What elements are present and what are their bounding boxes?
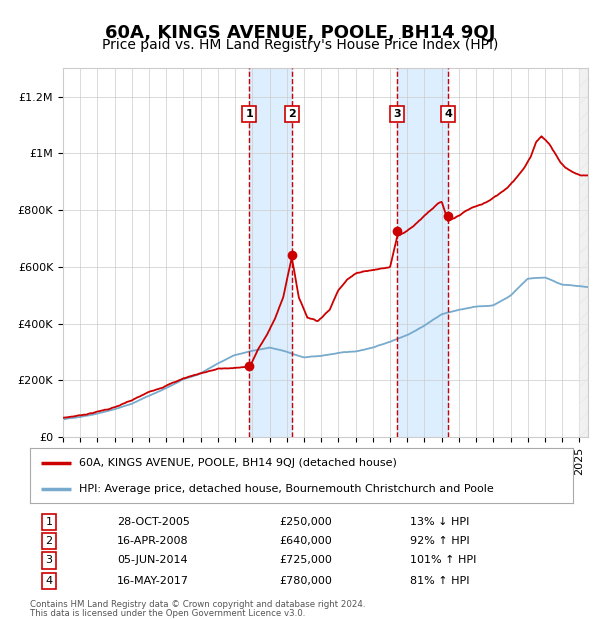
Text: 28-OCT-2005: 28-OCT-2005 <box>117 517 190 527</box>
Text: 3: 3 <box>46 556 53 565</box>
Text: 13% ↓ HPI: 13% ↓ HPI <box>410 517 469 527</box>
Text: £640,000: £640,000 <box>280 536 332 546</box>
Text: 4: 4 <box>46 577 53 587</box>
Text: £780,000: £780,000 <box>280 577 332 587</box>
Bar <box>580 68 588 437</box>
Text: 4: 4 <box>444 109 452 119</box>
Text: 16-APR-2008: 16-APR-2008 <box>117 536 188 546</box>
Text: 1: 1 <box>245 109 253 119</box>
Text: 2: 2 <box>288 109 296 119</box>
Text: 05-JUN-2014: 05-JUN-2014 <box>117 556 188 565</box>
Text: This data is licensed under the Open Government Licence v3.0.: This data is licensed under the Open Gov… <box>30 609 305 618</box>
Text: 60A, KINGS AVENUE, POOLE, BH14 9QJ: 60A, KINGS AVENUE, POOLE, BH14 9QJ <box>105 24 495 42</box>
Text: 16-MAY-2017: 16-MAY-2017 <box>117 577 189 587</box>
Text: HPI: Average price, detached house, Bournemouth Christchurch and Poole: HPI: Average price, detached house, Bour… <box>79 484 494 495</box>
Text: 101% ↑ HPI: 101% ↑ HPI <box>410 556 476 565</box>
Text: 3: 3 <box>394 109 401 119</box>
Text: 1: 1 <box>46 517 53 527</box>
Text: 2: 2 <box>46 536 53 546</box>
Bar <box>250 68 292 437</box>
Bar <box>397 68 448 437</box>
Text: Price paid vs. HM Land Registry's House Price Index (HPI): Price paid vs. HM Land Registry's House … <box>102 38 498 53</box>
Text: 60A, KINGS AVENUE, POOLE, BH14 9QJ (detached house): 60A, KINGS AVENUE, POOLE, BH14 9QJ (deta… <box>79 458 397 467</box>
Text: 92% ↑ HPI: 92% ↑ HPI <box>410 536 470 546</box>
Text: Contains HM Land Registry data © Crown copyright and database right 2024.: Contains HM Land Registry data © Crown c… <box>30 600 365 609</box>
Text: £725,000: £725,000 <box>280 556 332 565</box>
Text: 81% ↑ HPI: 81% ↑ HPI <box>410 577 470 587</box>
Text: £250,000: £250,000 <box>280 517 332 527</box>
